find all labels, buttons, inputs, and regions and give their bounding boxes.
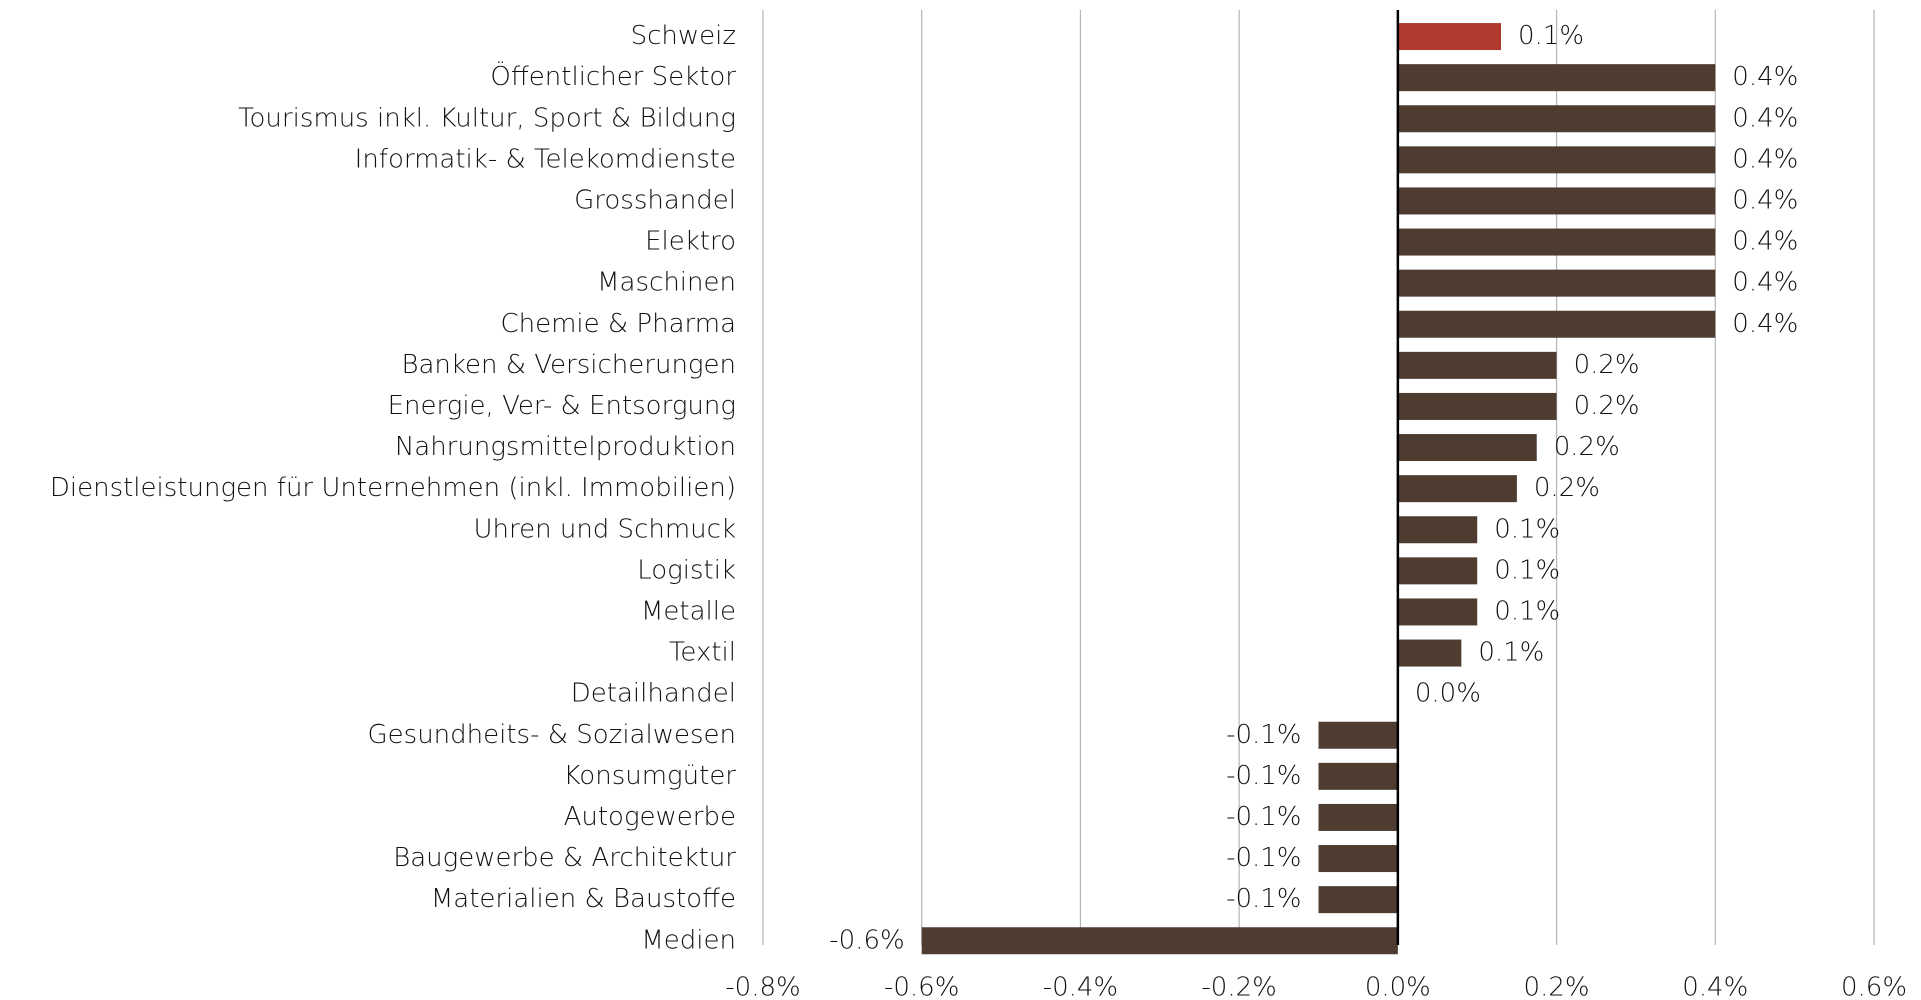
value-label: 0.1% <box>1494 596 1560 626</box>
value-label: 0.4% <box>1732 309 1798 339</box>
bar <box>921 927 1398 955</box>
category-label: Nahrungsmittelproduktion <box>395 432 736 462</box>
value-label: 0.4% <box>1732 268 1798 298</box>
value-label: 0.1% <box>1478 638 1544 668</box>
bar <box>1397 146 1716 174</box>
category-label: Elektro <box>645 227 736 257</box>
x-tick-label: 0.6% <box>1841 973 1907 1000</box>
value-label: 0.0% <box>1415 679 1481 709</box>
category-label: Grosshandel <box>574 185 736 215</box>
x-tick-label: -0.6% <box>884 973 959 1000</box>
value-label: -0.1% <box>1226 843 1301 873</box>
category-label: Maschinen <box>597 268 736 298</box>
value-label: -0.1% <box>1226 884 1301 914</box>
category-label: Uhren und Schmuck <box>473 514 736 544</box>
value-label: 0.1% <box>1518 21 1584 51</box>
bar <box>1397 228 1716 256</box>
bar <box>1397 64 1716 92</box>
category-label: Energie, Ver- & Entsorgung <box>388 391 736 421</box>
category-label: Chemie & Pharma <box>500 309 736 339</box>
category-label: Dienstleistungen für Unternehmen (inkl. … <box>50 473 736 503</box>
x-tick-label: 0.2% <box>1524 973 1590 1000</box>
value-label: 0.4% <box>1732 144 1798 174</box>
x-tick-label: -0.2% <box>1201 973 1276 1000</box>
category-label: Medien <box>641 925 736 955</box>
bar <box>1397 351 1557 379</box>
value-label: 0.1% <box>1494 514 1560 544</box>
bar <box>1397 434 1537 462</box>
x-tick-label: 0.4% <box>1682 973 1748 1000</box>
bar <box>1318 803 1398 831</box>
value-label: 0.4% <box>1732 103 1798 133</box>
bar <box>1397 269 1716 297</box>
value-label: -0.1% <box>1226 720 1301 750</box>
bar <box>1397 310 1716 338</box>
value-label: -0.1% <box>1226 802 1301 832</box>
bar <box>1397 598 1478 626</box>
category-label: Informatik- & Telekomdienste <box>355 144 736 174</box>
value-label: 0.4% <box>1732 227 1798 257</box>
bar <box>1397 516 1478 544</box>
category-label: Materialien & Baustoffe <box>431 884 736 914</box>
category-label: Metalle <box>641 596 736 626</box>
category-label: Konsumgüter <box>564 761 737 791</box>
bar <box>1318 886 1398 914</box>
bar <box>1397 392 1557 420</box>
value-label: 0.4% <box>1732 62 1798 92</box>
x-tick-label: -0.4% <box>1043 973 1118 1000</box>
bar <box>1397 475 1517 503</box>
bar <box>1397 557 1478 585</box>
bar <box>1397 105 1716 133</box>
category-label: Gesundheits- & Sozialwesen <box>368 720 737 750</box>
bar <box>1397 639 1462 667</box>
value-label: 0.2% <box>1554 432 1620 462</box>
x-tick-label: -0.8% <box>725 973 800 1000</box>
value-label: 0.2% <box>1574 391 1640 421</box>
category-label: Detailhandel <box>571 679 736 709</box>
category-label: Öffentlicher Sektor <box>490 60 736 92</box>
category-label: Logistik <box>637 555 736 585</box>
value-label: 0.2% <box>1574 350 1640 380</box>
bar <box>1397 187 1716 215</box>
value-label: 0.2% <box>1534 473 1600 503</box>
bar <box>1318 721 1398 749</box>
value-label: 0.4% <box>1732 185 1798 215</box>
category-label: Autogewerbe <box>564 802 736 832</box>
bar <box>1397 23 1502 51</box>
category-label: Schweiz <box>631 21 736 51</box>
value-label: -0.6% <box>829 925 904 955</box>
x-tick-label: 0.0% <box>1365 973 1431 1000</box>
category-label: Baugewerbe & Architektur <box>393 843 736 873</box>
category-label: Tourismus inkl. Kultur, Sport & Bildung <box>238 103 736 133</box>
value-label: 0.1% <box>1494 555 1560 585</box>
category-label: Banken & Versicherungen <box>401 350 736 380</box>
category-label: Textil <box>669 638 736 668</box>
value-label: -0.1% <box>1226 761 1301 791</box>
bar <box>1318 845 1398 873</box>
bar <box>1318 762 1398 790</box>
